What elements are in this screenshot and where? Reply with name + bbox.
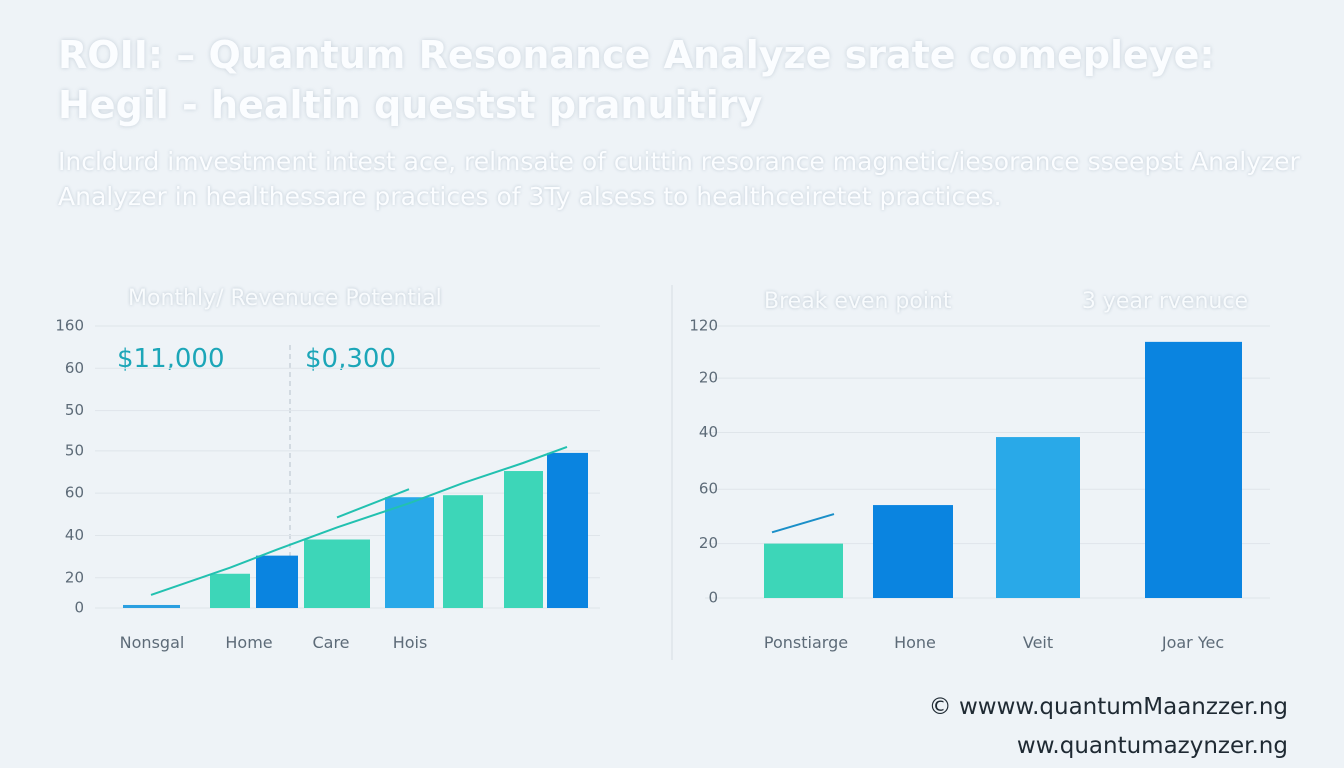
footer-line: © wwww.quantumMaanzzer.ng xyxy=(929,694,1288,720)
footer-line: ww.quantumazynzer.ng xyxy=(1017,733,1288,759)
plots: 0 20 40 60 50 50 60 160 Nonsgal Home Care Hois 0 20 60… xyxy=(55,317,1270,652)
bar xyxy=(385,497,434,608)
bar xyxy=(443,495,483,608)
y-tick-label: 20 xyxy=(699,534,718,552)
y-tick-label: 0 xyxy=(708,589,718,607)
y-tick-label: 60 xyxy=(699,480,718,498)
chart-title: 3 year rvenuce xyxy=(1082,289,1248,314)
chart-title: Monthly/ Revenuce Potential xyxy=(128,286,442,311)
bar xyxy=(304,539,370,608)
y-tick-label: 20 xyxy=(65,568,84,586)
x-tick-label: Veit xyxy=(1023,633,1053,652)
x-tick-label: Nonsgal xyxy=(120,633,185,652)
bar xyxy=(764,543,843,598)
bar xyxy=(996,437,1080,598)
x-tick-label: Hois xyxy=(393,633,428,652)
bar xyxy=(123,604,180,608)
x-tick-label: Ponstiarge xyxy=(764,633,848,652)
y-tick-label: 40 xyxy=(65,526,84,544)
bar xyxy=(504,471,543,608)
y-tick-label: 50 xyxy=(65,401,84,419)
title-line: Hegil - healtin questst pranuitiry xyxy=(58,83,762,127)
y-tick-label: 0 xyxy=(74,599,84,617)
x-tick-label: Home xyxy=(225,633,272,652)
trend-line xyxy=(150,445,568,596)
bar xyxy=(873,505,953,598)
y-tick-label: 120 xyxy=(689,317,718,335)
bar xyxy=(547,452,588,608)
y-tick-label: 60 xyxy=(65,359,84,377)
x-tick-label: Joar Yec xyxy=(1161,633,1224,652)
subtitle-line: Analyzer in healthessare practices of 3T… xyxy=(58,182,1002,211)
y-tick-label: 20 xyxy=(699,369,718,387)
x-tick-label: Care xyxy=(312,633,349,652)
chart-title: Break even point xyxy=(764,289,952,314)
title-line: ROII: – Quantum Resonance Analyze srate … xyxy=(58,33,1215,77)
bar xyxy=(210,573,250,608)
x-tick-label: Hone xyxy=(894,633,936,652)
bar xyxy=(1145,341,1242,598)
bar xyxy=(256,555,298,608)
subtitle-line: Incldurd imvestment intest ace, relmsate… xyxy=(58,147,1301,176)
trend-line xyxy=(336,488,410,519)
y-tick-label: 160 xyxy=(55,317,84,335)
annotation: $11,000 xyxy=(117,344,225,374)
y-tick-label: 40 xyxy=(699,423,718,441)
trend-line xyxy=(771,513,835,534)
annotation: $0,300 xyxy=(305,344,396,374)
y-tick-label: 60 xyxy=(65,484,84,502)
y-tick-label: 50 xyxy=(65,441,84,459)
